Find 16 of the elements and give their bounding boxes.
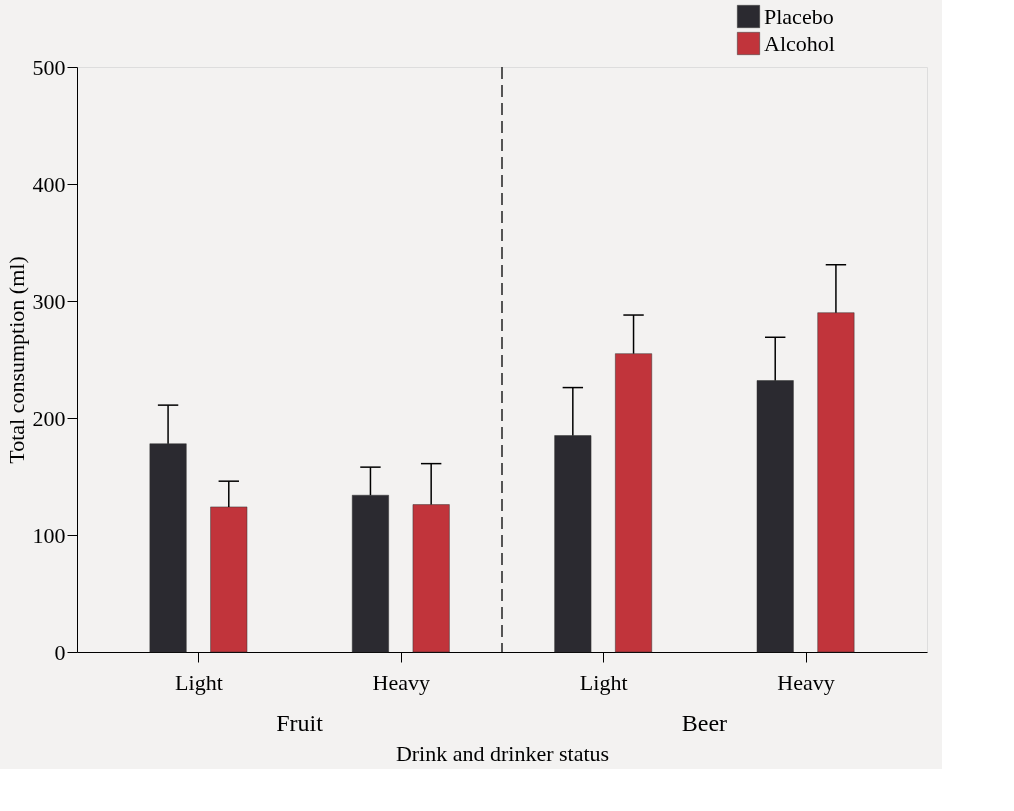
y-tick-label: 0 bbox=[54, 639, 66, 665]
y-axis-title: Total consumption (ml) bbox=[3, 256, 29, 464]
text: Fruit bbox=[276, 710, 324, 736]
x-tick-label: Light bbox=[579, 669, 628, 695]
y-tick-label: 400 bbox=[32, 171, 66, 197]
x-tick-label: Light bbox=[175, 669, 223, 695]
legend-label: Alcohol bbox=[764, 30, 835, 56]
y-tick-label: 300 bbox=[32, 288, 66, 314]
legend-label: Placebo bbox=[764, 3, 834, 29]
y-tick-label: 200 bbox=[32, 405, 66, 431]
x-axis-title: Drink and drinker status bbox=[395, 740, 610, 766]
text: Beer bbox=[681, 710, 728, 736]
y-tick-label: 500 bbox=[32, 54, 66, 80]
y-tick-label: 100 bbox=[32, 522, 66, 548]
x-tick-label: Heavy bbox=[777, 669, 835, 695]
x-tick-label: Heavy bbox=[372, 669, 431, 695]
